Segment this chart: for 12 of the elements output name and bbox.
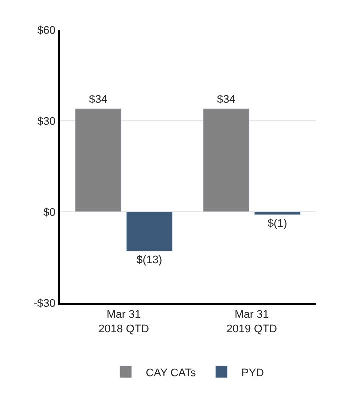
data-label: $(1) bbox=[268, 218, 288, 230]
data-label: $34 bbox=[89, 94, 108, 106]
data-label: $34 bbox=[217, 94, 236, 106]
y-tick-label: $60 bbox=[37, 24, 56, 37]
legend-label: PYD bbox=[242, 367, 264, 380]
y-tick-label: $30 bbox=[37, 116, 56, 128]
y-tick-label: -$30 bbox=[34, 298, 56, 310]
x-tick-label: Mar 31 2018 QTD bbox=[98, 309, 150, 336]
data-label: $(13) bbox=[136, 254, 162, 266]
x-tick-label: Mar 31 2019 QTD bbox=[226, 309, 278, 336]
y-tick-label: $0 bbox=[44, 206, 56, 219]
legend-label: CAY CATs bbox=[146, 367, 197, 380]
